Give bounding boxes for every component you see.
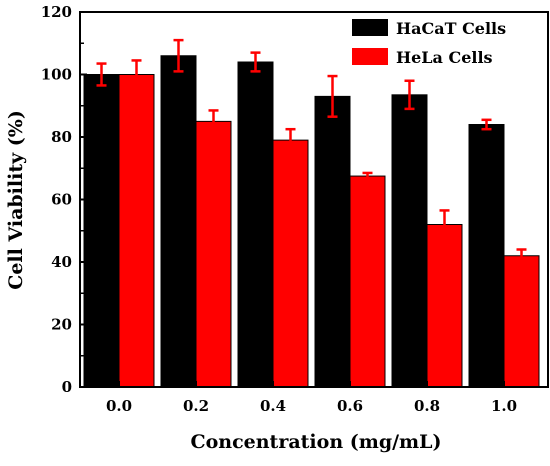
y-axis: 0 20 40 60 80 100 120 [41,3,87,396]
legend-swatch-hacat [352,19,388,36]
error-bar-hela-0.6 [362,171,373,181]
bar-hela-0.2 [195,120,232,388]
x-axis-title: Concentration (mg/mL) [190,431,441,453]
error-bar-hacat-1.0 [481,118,492,131]
y-tick-label-40: 40 [51,253,72,271]
bar-hela-0.6 [349,175,386,388]
error-bar-hela-0.4 [285,127,296,153]
x-tick-label-0.8: 0.8 [414,397,440,415]
legend-label-hacat: HaCaT Cells [396,19,506,38]
error-bars-layer [96,38,527,264]
bar-hela-0.8 [426,224,463,388]
error-bar-hela-1.0 [516,248,527,264]
bars-layer [83,55,540,388]
bar-hacat-0.8 [391,94,428,388]
y-tick-label-60: 60 [51,191,72,209]
y-tick-label-100: 100 [41,66,72,84]
bar-hacat-1.0 [468,124,505,388]
error-bar-hacat-0.4 [250,51,261,73]
x-tick-label-1.0: 1.0 [491,397,517,415]
bar-hela-0.0 [118,74,155,388]
x-tick-label-0.4: 0.4 [260,397,286,415]
y-axis-title: Cell Viability (%) [5,110,27,290]
error-bar-hacat-0.6 [327,74,338,118]
error-bar-hela-0.0 [131,59,142,90]
legend-swatch-hela [352,48,388,65]
bar-hela-1.0 [503,255,540,388]
bar-hacat-0.4 [237,61,274,388]
legend-label-hela: HeLa Cells [396,48,493,67]
y-tick-label-80: 80 [51,128,72,146]
x-tick-label-0.0: 0.0 [106,397,132,415]
bar-hela-0.4 [272,139,309,388]
y-tick-label-0: 0 [62,378,72,396]
error-bar-hacat-0.2 [173,38,184,73]
x-tick-label-0.6: 0.6 [337,397,363,415]
error-bar-hela-0.2 [208,109,219,134]
x-tick-label-0.2: 0.2 [183,397,209,415]
error-bar-hacat-0.0 [96,62,107,87]
y-tick-label-20: 20 [51,316,72,334]
bar-hacat-0.6 [314,95,351,388]
legend: HaCaT Cells HeLa Cells [352,19,506,67]
bar-hacat-0.0 [83,74,120,388]
x-axis: 0.0 0.2 0.4 0.6 0.8 1.0 [106,381,517,415]
bar-hacat-0.2 [160,55,197,388]
y-tick-label-120: 120 [41,3,72,21]
error-bar-hela-0.8 [439,209,450,240]
error-bar-hacat-0.8 [404,79,415,111]
